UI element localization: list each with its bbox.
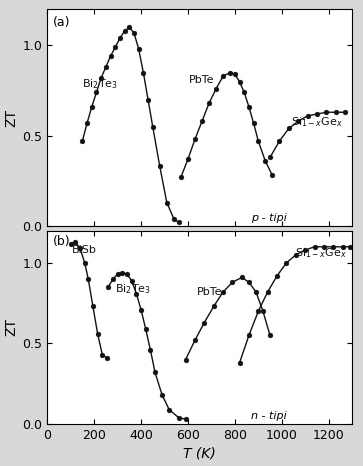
Y-axis label: ZT: ZT: [4, 109, 18, 127]
Text: Bi$_2$Te$_3$: Bi$_2$Te$_3$: [82, 77, 118, 91]
Text: n - tipi: n - tipi: [251, 411, 287, 421]
Text: Si$_{1-x}$Ge$_x$: Si$_{1-x}$Ge$_x$: [291, 115, 343, 129]
Text: BiSb: BiSb: [72, 245, 97, 255]
Text: (b): (b): [53, 235, 71, 248]
Text: Bi$_2$Te$_3$: Bi$_2$Te$_3$: [115, 282, 151, 296]
Text: PbTe: PbTe: [197, 287, 223, 297]
Text: PbTe: PbTe: [189, 75, 215, 85]
Y-axis label: ZT: ZT: [4, 318, 18, 336]
Text: p - tipi: p - tipi: [251, 212, 287, 223]
Text: (a): (a): [53, 15, 70, 28]
X-axis label: T (K): T (K): [183, 446, 216, 460]
Text: Si$_{1-x}$Ge$_x$: Si$_{1-x}$Ge$_x$: [295, 247, 347, 260]
